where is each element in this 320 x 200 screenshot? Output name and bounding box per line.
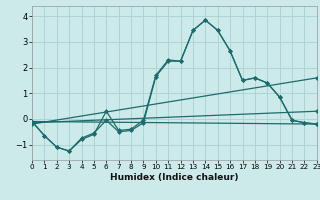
X-axis label: Humidex (Indice chaleur): Humidex (Indice chaleur) <box>110 173 239 182</box>
